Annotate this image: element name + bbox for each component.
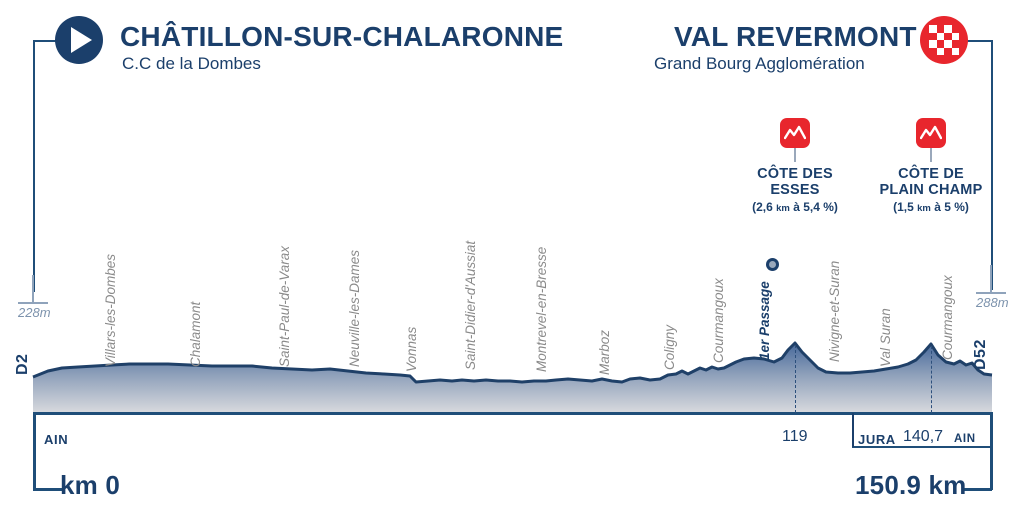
passage-marker-icon: [766, 258, 779, 271]
climb-info-prefix: (1,5: [893, 200, 918, 214]
climb-info-km-unit: km: [776, 203, 790, 214]
town-label: 1er Passage: [757, 281, 772, 360]
start-km-label: km 0: [60, 470, 121, 500]
climb-name-line2: ESSES: [770, 182, 820, 198]
climb-name-line1: CÔTE DES: [757, 166, 833, 182]
finish-bracket-vertical: [991, 40, 993, 290]
km-mark-140-7: 140,7: [903, 428, 944, 445]
mountain-icon: [780, 118, 810, 148]
play-triangle-icon: [71, 27, 92, 53]
town-label: Marboz: [597, 329, 612, 375]
start-bracket-vertical: [33, 40, 35, 292]
climb-info-km-unit: km: [917, 203, 931, 214]
start-play-circle-icon: [55, 16, 103, 64]
dept-bar-right-edge: [990, 412, 993, 490]
mountain-glyph: [784, 125, 806, 140]
town-label: Saint-Didier-d'Aussiat: [463, 240, 478, 370]
town-label: Coligny: [662, 324, 677, 370]
town-label: Courmangoux: [711, 278, 726, 363]
town-label: Val Suran: [878, 308, 893, 367]
town-label: Vonnas: [404, 326, 419, 372]
climb-name-line2: PLAIN CHAMP: [879, 182, 983, 198]
finish-alt-tick-vertical: [990, 265, 992, 292]
climb-info-2: (1,5 km à 5 %): [846, 200, 1016, 216]
dept-bar-bottom-left: [33, 488, 63, 491]
dept-bar-bottom-right: [962, 488, 992, 491]
climb-callout-cote-des-esses: CÔTE DES ESSES (2,6 km à 5,4 %): [710, 118, 880, 216]
finish-subtitle: Grand Bourg Agglomération: [654, 54, 865, 73]
town-label: Chalamont: [188, 301, 203, 367]
start-city-name: CHÂTILLON-SUR-CHALARONNE: [120, 21, 564, 52]
start-alt-tick-vertical: [32, 275, 34, 302]
climb-info-1: (2,6 km à 5,4 %): [710, 200, 880, 216]
town-label: Villars-les-Dombes: [103, 253, 118, 367]
dept-label-ain-start: AIN: [44, 432, 69, 447]
start-bracket-horizontal: [33, 40, 61, 42]
climb-callout-cote-de-plain-champ: CÔTE DE PLAIN CHAMP (1,5 km à 5 %): [846, 118, 1016, 216]
total-distance-label: 150.9 km: [855, 470, 967, 500]
climb-dashline-1: [795, 345, 796, 413]
town-label: Nivigne-et-Suran: [827, 260, 842, 362]
town-label: Montrevel-en-Bresse: [534, 246, 549, 372]
finish-alt-tick-horizontal: [976, 292, 1006, 294]
climb-info-prefix: (2,6: [752, 200, 777, 214]
profile-fill-area: [33, 343, 992, 413]
climb-stem-1: [794, 148, 796, 162]
town-label: Courmangoux: [940, 275, 955, 360]
mountain-icon: [916, 118, 946, 148]
km-mark-119: 119: [782, 428, 808, 445]
climb-info-gradient: à 5,4 %): [789, 200, 838, 214]
finish-city-name: VAL REVERMONT: [674, 21, 917, 52]
finish-bracket-horizontal: [962, 40, 992, 42]
dept-label-jura: JURA: [858, 432, 896, 447]
climb-stem-2: [930, 148, 932, 162]
mountain-glyph: [920, 125, 942, 140]
profile-baseline: [33, 412, 992, 415]
climb-dashline-2: [931, 346, 932, 413]
finish-checkered-flag-circle-icon: [920, 16, 968, 64]
start-alt-tick-horizontal: [18, 302, 48, 304]
dept-separator-jura: [852, 413, 854, 447]
finish-altitude-value: 288m: [976, 295, 1009, 310]
start-altitude-value: 228m: [18, 305, 51, 320]
dept-row-divider: [852, 446, 992, 448]
dept-bar-left-edge: [33, 412, 36, 490]
town-label: Saint-Paul-de-Varax: [277, 245, 292, 367]
town-label: Neuville-les-Dames: [347, 249, 362, 367]
profile-ridge-line: [32, 341, 993, 384]
climb-info-gradient: à 5 %): [930, 200, 969, 214]
checkered-pattern-icon: [929, 25, 959, 55]
climb-name-line1: CÔTE DE: [898, 166, 964, 182]
dept-label-ain-finish: AIN: [954, 433, 976, 445]
start-subtitle: C.C de la Dombes: [122, 54, 261, 73]
